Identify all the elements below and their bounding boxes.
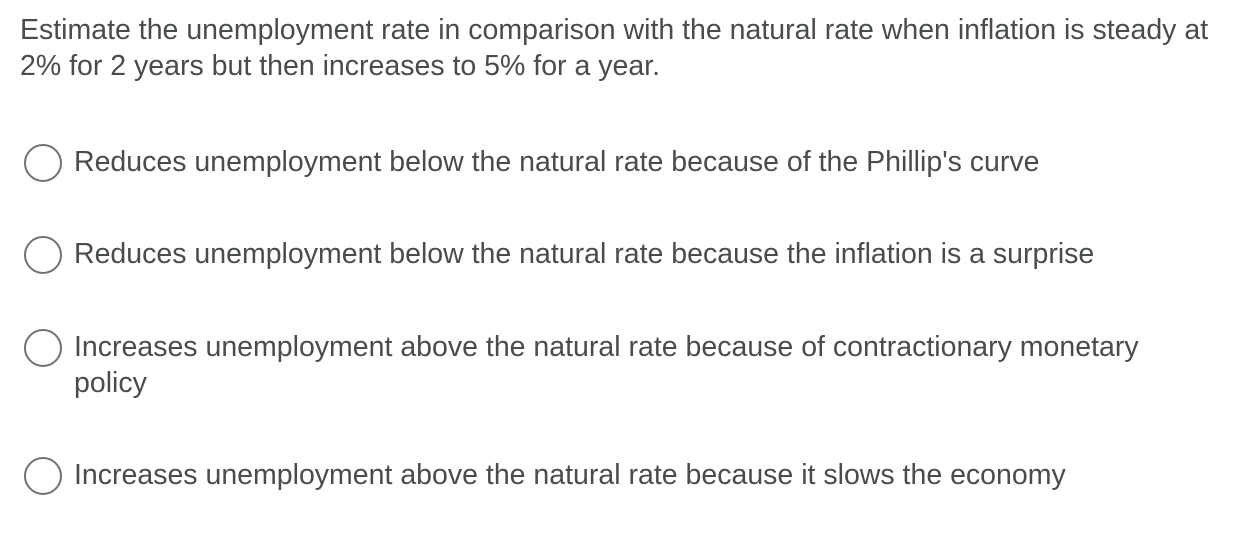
radio-button[interactable] (24, 329, 62, 367)
question-text: Estimate the unemployment rate in compar… (20, 14, 1209, 82)
radio-button[interactable] (24, 236, 62, 274)
answer-option[interactable]: Reduces unemployment below the natural r… (24, 236, 1214, 274)
answer-option[interactable]: Increases unemployment above the natural… (24, 329, 1214, 401)
radio-button[interactable] (24, 457, 62, 495)
page-margin (0, 0, 4, 552)
answer-option[interactable]: Reduces unemployment below the natural r… (24, 144, 1214, 182)
radio-button[interactable] (24, 144, 62, 182)
answer-option-label[interactable]: Reduces unemployment below the natural r… (74, 146, 1040, 178)
answer-option-label[interactable]: Increases unemployment above the natural… (74, 331, 1139, 399)
answer-option[interactable]: Increases unemployment above the natural… (24, 457, 1214, 495)
answer-option-label[interactable]: Increases unemployment above the natural… (74, 459, 1066, 491)
answer-option-label[interactable]: Reduces unemployment below the natural r… (74, 238, 1095, 270)
